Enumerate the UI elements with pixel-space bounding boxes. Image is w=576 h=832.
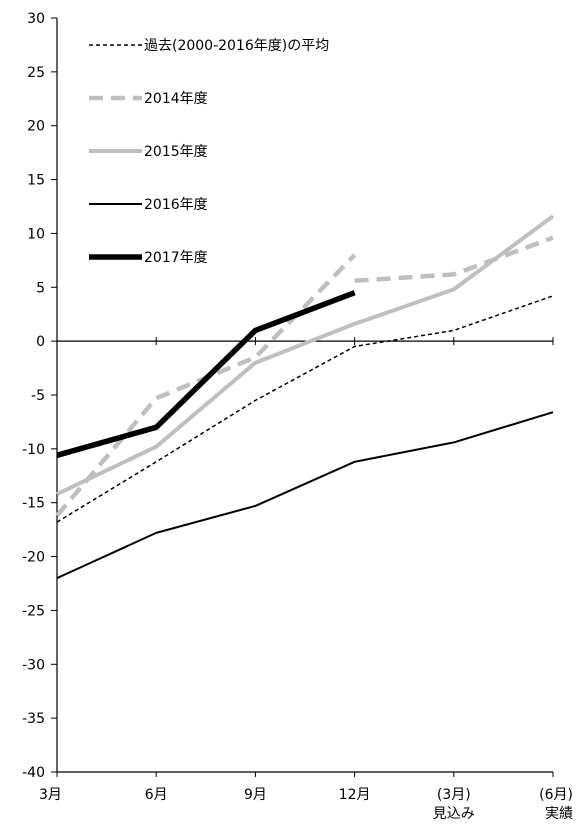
x-tick-label: 12月	[339, 787, 371, 803]
series-line-4	[56, 290, 356, 458]
x-tick-label: (3月)見込み	[433, 787, 475, 822]
y-tick-label: -5	[31, 388, 45, 404]
legend-label: 2016年度	[144, 197, 208, 213]
legend: 過去(2000-2016年度)の平均 2014年度 2015年度 2016年度 2017…	[89, 38, 329, 266]
x-tick-label: (6月)実績	[539, 787, 573, 822]
y-tick-label: 15	[27, 173, 45, 189]
series-line-1	[55, 253, 357, 518]
plot-series	[55, 214, 555, 580]
series-line-1-continuation	[354, 235, 554, 284]
y-tick-label: 25	[27, 65, 45, 81]
y-tick-label: 5	[36, 280, 45, 296]
y-axis: -40 -35 -30 -25 -20 -15 -10 -5 0 5 10 15 20 25 30	[22, 11, 58, 781]
y-tick-label: 30	[27, 11, 45, 27]
legend-label: 2014年度	[144, 91, 208, 107]
series-line-3	[56, 411, 554, 580]
legend-label: 過去(2000-2016年度)の平均	[144, 38, 329, 54]
y-tick-label: -25	[22, 603, 45, 619]
y-tick-label: -10	[22, 442, 45, 458]
legend-label: 2015年度	[144, 144, 208, 160]
series-line-2	[56, 214, 555, 496]
y-tick-label: 0	[36, 334, 45, 350]
x-tick-label: 9月	[244, 787, 267, 803]
y-tick-label: -40	[22, 765, 45, 781]
y-tick-label: -15	[22, 496, 45, 512]
y-tick-label: 10	[27, 226, 45, 242]
y-tick-label: -30	[22, 657, 45, 673]
legend-label: 2017年度	[144, 250, 208, 266]
y-tick-label: 20	[27, 119, 45, 135]
y-tick-label: -20	[22, 550, 45, 566]
series-line-0	[56, 295, 554, 523]
y-tick-label: -35	[22, 711, 45, 727]
x-tick-label: 3月	[39, 787, 62, 803]
x-tick-label: 6月	[145, 787, 168, 803]
x-axis: 3月 6月 9月 12月 (3月)見込み (6月)実績	[39, 337, 573, 822]
